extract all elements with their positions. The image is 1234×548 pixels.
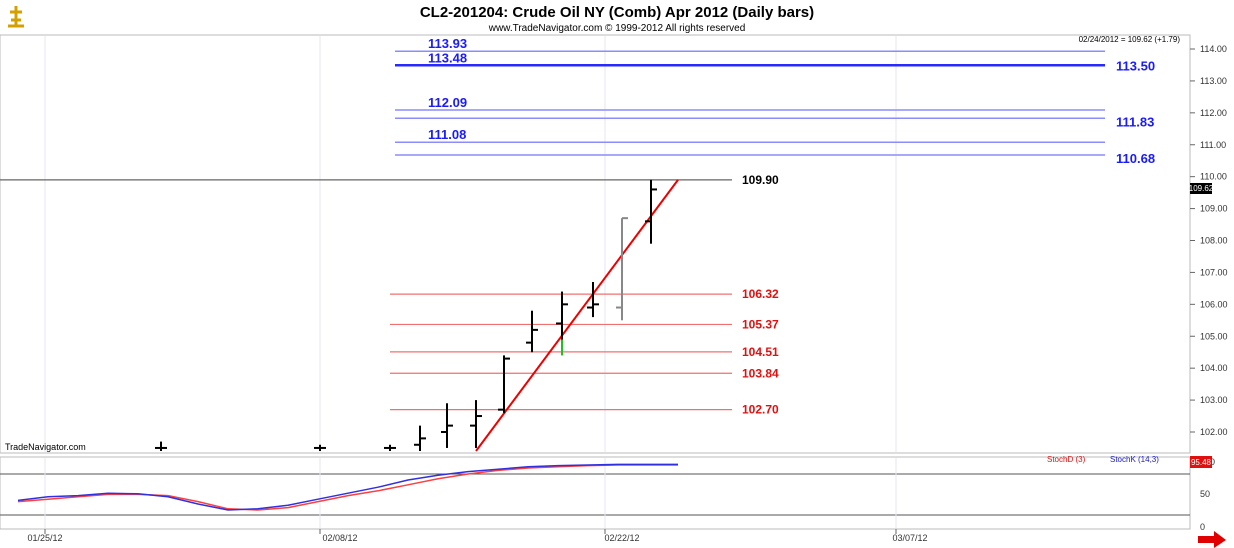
last-price-label: 109.62 xyxy=(1189,184,1214,193)
watermark-text: TradeNavigator.com xyxy=(5,442,86,452)
stoch-grid xyxy=(44,458,897,528)
blue-level-left-label: 113.48 xyxy=(428,50,467,65)
price-tick-label: 105.00 xyxy=(1200,331,1228,341)
blue-level-right-label: 110.68 xyxy=(1116,151,1155,166)
last-price-box: 109.62 xyxy=(1189,183,1214,194)
trend-line xyxy=(475,179,679,452)
price-tick-label: 108.00 xyxy=(1200,236,1228,246)
price-y-axis: 102.00 103.00 104.00 105.00 106.00 107.00 108.… xyxy=(1190,44,1228,437)
price-tick-label: 114.00 xyxy=(1200,44,1227,54)
stoch-lines xyxy=(17,463,678,511)
blue-level-right-label: 113.50 xyxy=(1116,58,1155,73)
trend-line-group xyxy=(475,179,679,452)
red-level-label: 105.37 xyxy=(742,317,779,331)
stoch-y-axis: 050100 xyxy=(1200,457,1215,532)
black-level-label: 109.90 xyxy=(742,173,779,187)
stochD-line xyxy=(17,464,678,511)
stoch-last-value: 95.48 xyxy=(1191,458,1212,467)
copyright-text: www.TradeNavigator.com © 1999-2012 All r… xyxy=(488,23,746,34)
blue-level-right-label: 111.83 xyxy=(1116,114,1154,129)
x-tick-label: 03/07/12 xyxy=(892,533,927,543)
stoch-k-legend: StochK (14,3) xyxy=(1110,455,1159,464)
x-tick-label: 01/25/12 xyxy=(27,533,62,543)
stoch-tick-label: 50 xyxy=(1200,489,1210,499)
price-tick-label: 110.00 xyxy=(1200,172,1227,182)
stoch-tick-label: 0 xyxy=(1200,522,1205,532)
price-panel-frame xyxy=(0,34,1191,454)
red-level-label: 104.51 xyxy=(742,345,779,359)
stochastic-panel: 050100 StochD (3) StochK (14,3) 95.48 xyxy=(0,455,1215,532)
x-tick-label: 02/08/12 xyxy=(322,533,357,543)
price-tick-label: 109.00 xyxy=(1200,204,1228,214)
price-tick-label: 112.00 xyxy=(1200,108,1227,118)
scroll-right-arrow-icon[interactable] xyxy=(1198,531,1226,548)
price-tick-label: 106.00 xyxy=(1200,299,1228,309)
ohlc-bars xyxy=(155,179,657,451)
trade-navigator-logo-icon[interactable] xyxy=(4,6,28,30)
price-grid xyxy=(44,36,897,452)
price-tick-label: 103.00 xyxy=(1200,395,1228,405)
stochastic-panel-frame xyxy=(0,456,1191,530)
price-tick-label: 113.00 xyxy=(1200,76,1227,86)
chart-title: CL2-201204: Crude Oil NY (Comb) Apr 2012… xyxy=(420,4,814,21)
price-panel: 102.00 103.00 104.00 105.00 106.00 107.00 108.… xyxy=(0,34,1228,454)
x-axis: 01/25/12 02/08/12 02/22/12 03/07/12 xyxy=(27,529,928,543)
stoch-last-value-box xyxy=(1190,456,1212,468)
red-level-label: 102.70 xyxy=(742,403,779,417)
blue-level-left-label: 113.93 xyxy=(428,36,467,51)
price-tick-label: 111.00 xyxy=(1200,140,1226,150)
red-level-label: 106.32 xyxy=(742,287,779,301)
price-tick-label: 102.00 xyxy=(1200,427,1228,437)
x-tick-label: 02/22/12 xyxy=(604,533,639,543)
blue-level-left-label: 111.08 xyxy=(428,127,466,142)
stoch-d-legend: StochD (3) xyxy=(1047,455,1086,464)
red-level-label: 103.84 xyxy=(742,366,779,380)
last-quote-text: 02/24/2012 = 109.62 (+1.79) xyxy=(1079,35,1181,44)
stochK-line xyxy=(17,463,678,511)
price-tick-label: 107.00 xyxy=(1200,267,1228,277)
price-tick-label: 104.00 xyxy=(1200,363,1228,373)
blue-level-left-label: 112.09 xyxy=(428,95,467,110)
